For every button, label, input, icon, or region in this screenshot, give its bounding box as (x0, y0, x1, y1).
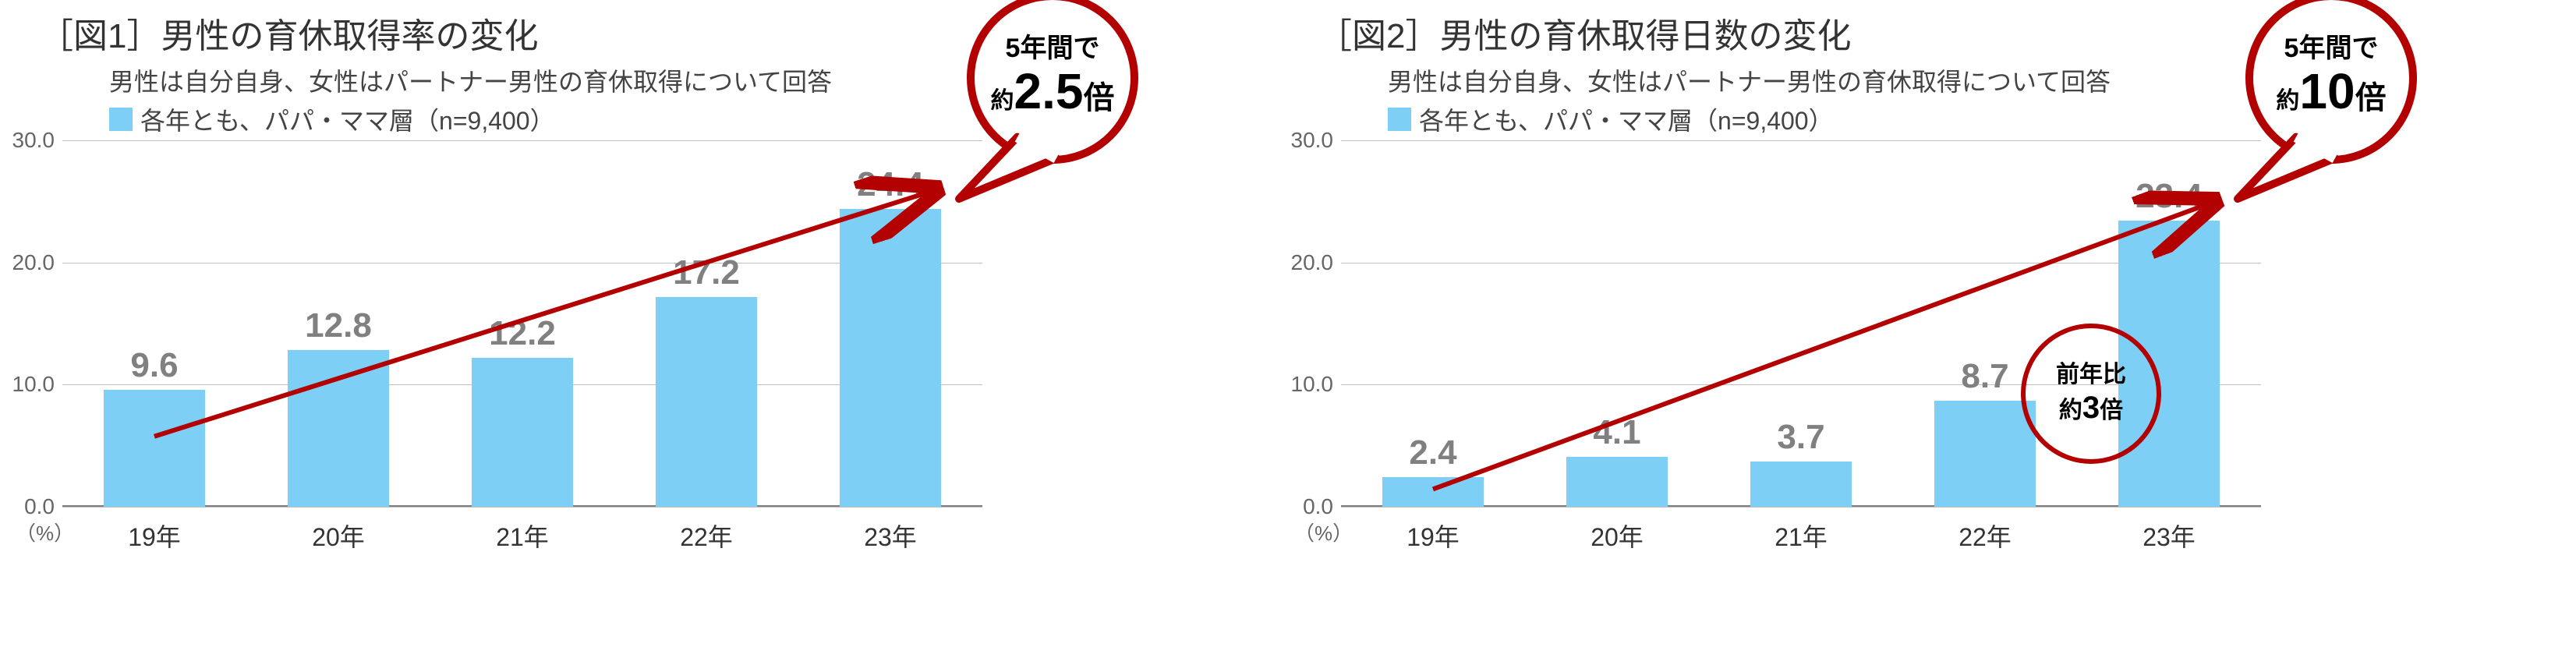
x-tick-label: 20年 (312, 507, 365, 554)
x-tick-label: 22年 (1959, 507, 2012, 554)
callout-bubble: 5年間で約10倍 (2214, 0, 2448, 203)
x-tick-label: 22年 (680, 507, 733, 554)
bar-value-label: 4.1 (1593, 413, 1640, 457)
x-tick-label: 21年 (1775, 507, 1828, 554)
bar: 9.6 (104, 390, 205, 507)
bar-value-label: 3.7 (1777, 418, 1824, 462)
bar: 4.1 (1566, 457, 1668, 507)
bar: 24.4 (840, 209, 941, 507)
y-tick-label: 10.0 (12, 372, 63, 397)
chart2-legend-text: 各年とも、パパ・ママ層（n=9,400） (1419, 101, 1834, 137)
bar: 3.7 (1750, 462, 1852, 507)
chart1-plot: 0.010.020.030.09.619年12.820年12.221年17.22… (62, 140, 982, 507)
bar-value-label: 24.4 (857, 165, 924, 209)
bar-value-label: 2.4 (1409, 433, 1456, 477)
bar: 8.7 (1934, 401, 2036, 507)
y-tick-label: 20.0 (12, 250, 63, 275)
callout-text: 5年間で約2.5倍 (936, 35, 1169, 116)
chart2-plot: 0.010.020.030.02.419年4.120年3.721年8.722年2… (1341, 140, 2261, 507)
bar-value-label: 17.2 (673, 253, 740, 297)
yoy-circle-callout: 前年比約3倍 (2021, 324, 2161, 464)
bar-value-label: 23.4 (2135, 177, 2203, 221)
legend-swatch-icon (109, 108, 133, 131)
bar: 12.8 (288, 350, 389, 507)
x-tick-label: 19年 (1407, 507, 1460, 554)
gridline (62, 140, 982, 141)
x-tick-label: 21年 (496, 507, 549, 554)
bar: 12.2 (472, 358, 573, 507)
gridline (1341, 140, 2261, 141)
chart1: ［図1］男性の育休取得率の変化 男性は自分自身、女性はパートナー男性の育休取得に… (16, 0, 1279, 507)
x-tick-label: 23年 (2143, 507, 2196, 554)
bar-value-label: 12.8 (305, 306, 372, 350)
bar-value-label: 12.2 (489, 314, 556, 358)
x-tick-label: 20年 (1591, 507, 1644, 554)
callout-bubble: 5年間で約2.5倍 (936, 0, 1169, 203)
bar: 2.4 (1382, 477, 1484, 507)
bar-value-label: 8.7 (1961, 357, 2008, 401)
y-tick-label: 20.0 (1291, 250, 1342, 275)
chart2: ［図2］男性の育休取得日数の変化 男性は自分自身、女性はパートナー男性の育休取得… (1294, 0, 2557, 507)
y-tick-label: 30.0 (1291, 128, 1342, 153)
y-tick-label: 30.0 (12, 128, 63, 153)
x-tick-label: 19年 (128, 507, 181, 554)
x-tick-label: 23年 (864, 507, 917, 554)
y-tick-label: 10.0 (1291, 372, 1342, 397)
legend-swatch-icon (1388, 108, 1411, 131)
y-axis-unit: （%） (1294, 507, 1353, 547)
callout-text: 5年間で約10倍 (2214, 35, 2448, 116)
y-axis-unit: （%） (16, 507, 74, 547)
chart1-legend-text: 各年とも、パパ・ママ層（n=9,400） (140, 101, 555, 137)
bar: 17.2 (656, 297, 757, 507)
bar-value-label: 9.6 (130, 346, 178, 390)
